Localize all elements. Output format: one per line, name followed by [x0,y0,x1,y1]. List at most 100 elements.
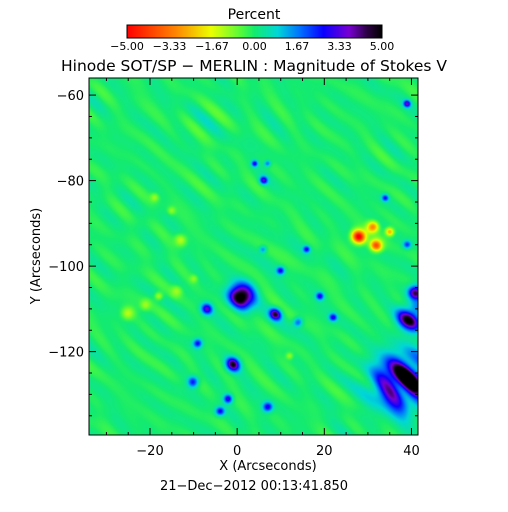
colorbar-segment [269,25,271,38]
colorbar-segment [244,25,246,38]
colorbar-segment [135,25,137,38]
colorbar-segment [130,25,132,38]
colorbar-segment [165,25,167,38]
colorbar-segment [307,25,309,38]
colorbar-segment [185,25,187,38]
colorbar-segment [217,25,219,38]
colorbar-segment [180,25,182,38]
colorbar-segment [161,25,163,38]
colorbar-segment [249,25,251,38]
colorbar-segment [132,25,134,38]
colorbar-tick-label: 1.67 [285,40,310,53]
colorbar-segment [133,25,135,38]
colorbar-segment [282,25,284,38]
colorbar-segment [139,25,141,38]
colorbar-segment [228,25,230,38]
colorbar-frame [126,24,383,39]
colorbar-tick-label: 5.00 [370,40,395,53]
colorbar-tick-label: 0.00 [242,40,267,53]
x-axis-ticks: −20 0 20 40 [105,78,420,459]
colorbar-segment [367,25,369,38]
colorbar-segment [278,25,280,38]
colorbar-segment [225,25,227,38]
colorbar-segment [143,25,145,38]
colorbar-segment [287,25,289,38]
colorbar-segment [368,25,370,38]
colorbar-segment [357,25,359,38]
x-axis-label: X (Arcseconds) [219,459,316,474]
colorbar-segment [281,25,283,38]
y-axis-label: Y (Arcseconds) [29,208,44,305]
colorbar-segment [131,25,133,38]
colorbar-segment [328,25,330,38]
colorbar-segment [242,25,244,38]
colorbar-segment [257,25,259,38]
colorbar-segment [200,25,202,38]
colorbar-segment [329,25,331,38]
colorbar-segment [158,25,160,38]
colorbar-segment [292,25,294,38]
colorbar-segment [241,25,243,38]
colorbar-segment [377,25,379,38]
colorbar-segment [209,25,211,38]
colorbar-segment [344,25,346,38]
colorbar-ticks: −5.00 −3.33 −1.67 0.00 1.67 3.33 5.00 [110,40,394,53]
colorbar-segment [170,25,172,38]
colorbar-segment [202,25,204,38]
colorbar-segment [187,25,189,38]
colorbar-segment [324,25,326,38]
colorbar-segment [349,25,351,38]
colorbar-segment [371,25,373,38]
colorbar-segment [174,25,176,38]
colorbar-segment [325,25,327,38]
colorbar-segment [220,25,222,38]
colorbar-segment [358,25,360,38]
colorbar-segment [354,25,356,38]
colorbar-segment [311,25,313,38]
colorbar-segment [263,25,265,38]
colorbar-segment [376,25,378,38]
colorbar-segment [190,25,192,38]
colorbar-segment [191,25,193,38]
colorbar-segment [227,25,229,38]
colorbar-segment [129,25,131,38]
colorbar-segment [204,25,206,38]
colorbar-segment [152,25,154,38]
colorbar-segment [236,25,238,38]
colorbar-segment [175,25,177,38]
colorbar-segment [183,25,185,38]
colorbar-segment [273,25,275,38]
colorbar-segment [285,25,287,38]
colorbar-segment [370,25,372,38]
colorbar-segment [364,25,366,38]
colorbar-segment [276,25,278,38]
colorbar-segment [337,25,339,38]
colorbar-segment [317,25,319,38]
colorbar-segment [334,25,336,38]
colorbar-segment [378,25,380,38]
colorbar-segment [318,25,320,38]
heatmap [89,78,418,435]
colorbar-segment [355,25,357,38]
colorbar-segment [301,25,303,38]
colorbar-segment [141,25,143,38]
y-tick-label: −80 [57,175,84,190]
colorbar-segment [379,25,381,38]
colorbar-segment [214,25,216,38]
colorbar-segment [173,25,175,38]
colorbar-segment [283,25,285,38]
colorbar-segment [171,25,173,38]
colorbar-segment [233,25,235,38]
colorbar-segment [168,25,170,38]
x-tick-label: 40 [403,444,420,459]
colorbar-segment [196,25,198,38]
colorbar-segment [366,25,368,38]
colorbar-segment [252,25,254,38]
colorbar-segment [351,25,353,38]
colorbar-segment [176,25,178,38]
chart-title: Hinode SOT/SP − MERLIN : Magnitude of St… [61,57,447,75]
colorbar-segment [157,25,159,38]
colorbar-segment [353,25,355,38]
colorbar-segment [294,25,296,38]
colorbar-segment [347,25,349,38]
